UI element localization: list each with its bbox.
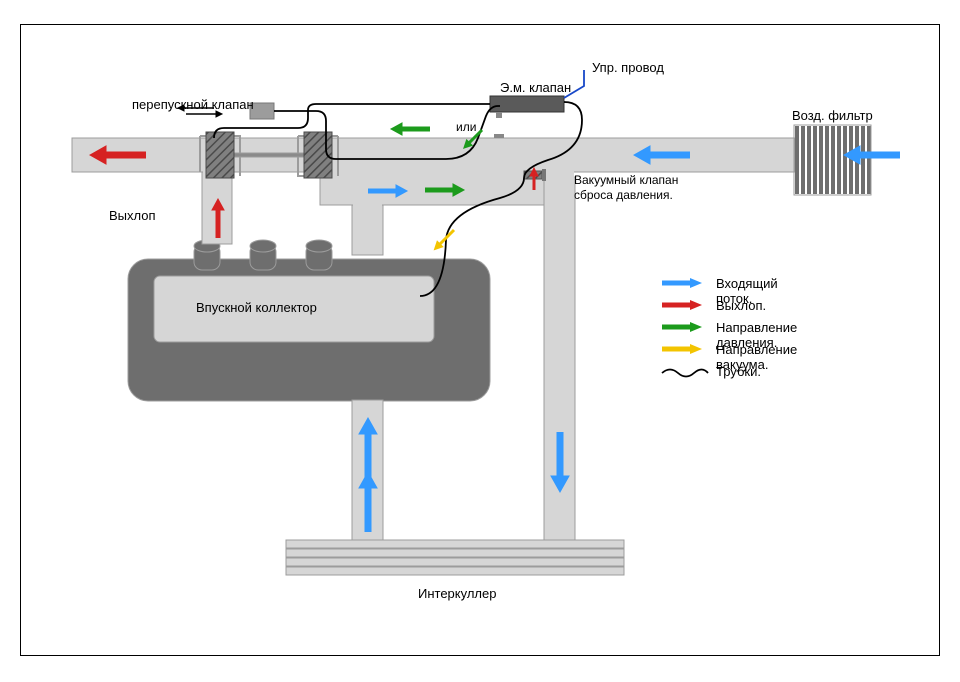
label-em-valve: Э.м. клапан (500, 80, 571, 95)
label-or: или (456, 120, 476, 134)
label-control-wire: Упр. провод (592, 60, 664, 75)
label-bypass-valve: перепускной клапан (132, 97, 254, 112)
label-air-filter: Возд. фильтр (792, 108, 873, 123)
legend-text: Трубки. (716, 364, 761, 379)
label-vacuum-valve-2: сброса давления. (574, 188, 673, 202)
label-vacuum-valve-1: Вакуумный клапан (574, 173, 678, 187)
pipe-manifold_up (352, 205, 383, 255)
label-intake-manifold: Впускной коллектор (196, 300, 317, 315)
label-intercooler: Интеркуллер (418, 586, 496, 601)
legend-text: Выхлоп. (716, 298, 766, 313)
label-exhaust: Выхлоп (109, 208, 156, 223)
